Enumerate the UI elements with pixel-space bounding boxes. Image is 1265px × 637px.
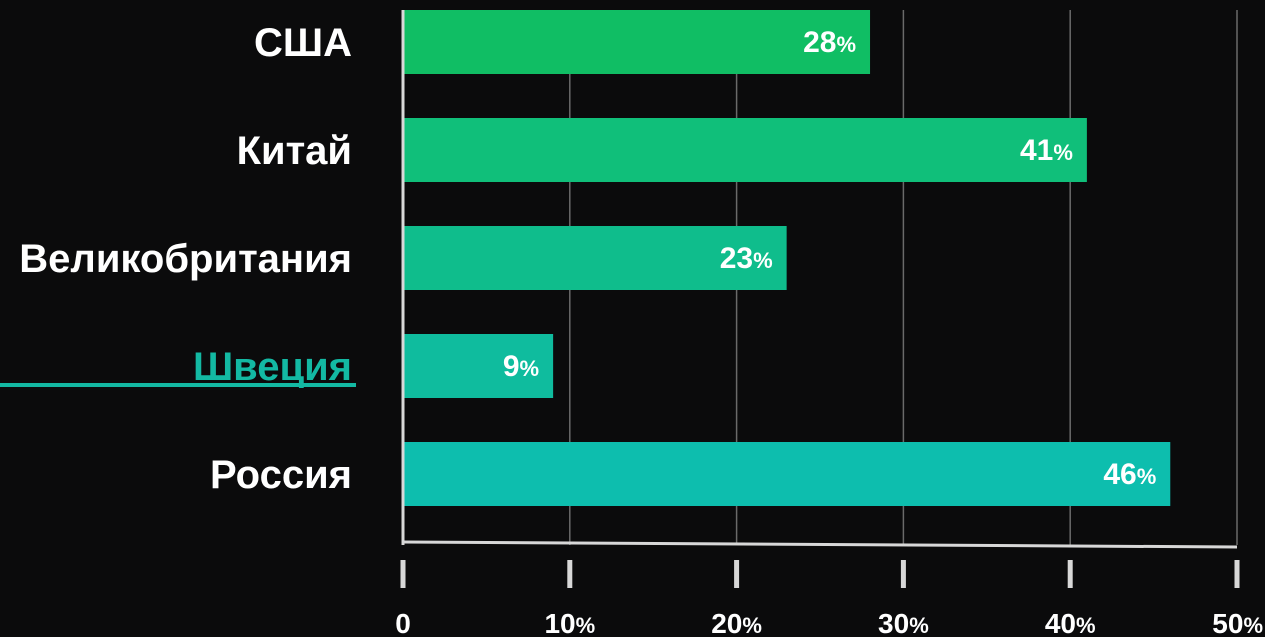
x-axis: 0 10% 20% 30% 40% 50% — [395, 10, 1263, 637]
category-label: Китай — [237, 129, 352, 173]
category-label: Швеция — [193, 345, 352, 389]
bars: 28% 41% 23% 9% 46% — [403, 10, 1171, 506]
category-label: Великобритания — [19, 237, 352, 281]
bar-4 — [403, 334, 554, 398]
bar-value-label: 46% — [1103, 458, 1156, 491]
bar-2 — [403, 118, 1087, 182]
bar-value-label: 41% — [1020, 134, 1073, 167]
bar-value-label: 28% — [803, 26, 856, 59]
category-label: США — [254, 21, 352, 65]
tick-label: 50% — [1212, 608, 1263, 637]
tick-label: 20% — [711, 608, 762, 637]
bar-value-label: 9% — [503, 350, 539, 383]
x-axis-line — [402, 540, 1238, 549]
tick-label: 10% — [544, 608, 595, 637]
bar-3 — [403, 226, 787, 290]
bar-value-label: 23% — [720, 242, 773, 275]
tick-label: 40% — [1045, 608, 1096, 637]
bar-5 — [403, 442, 1171, 506]
category-label: Россия — [210, 453, 352, 497]
tick-label: 0 — [395, 608, 411, 637]
category-labels: США Китай Великобритания Швеция Россия — [0, 21, 356, 497]
tick-label: 30% — [878, 608, 929, 637]
bar-1 — [403, 10, 871, 74]
